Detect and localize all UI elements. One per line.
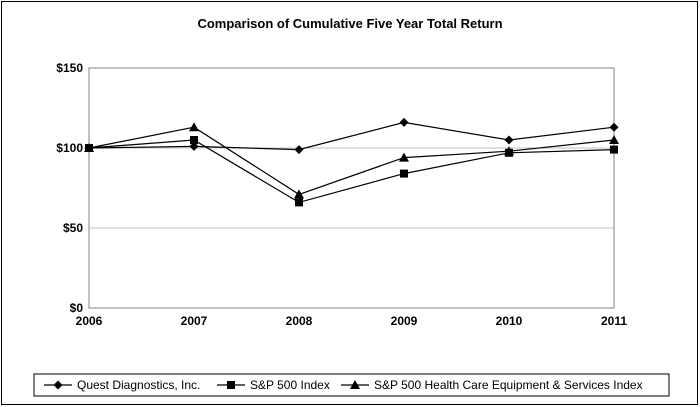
x-axis: 2006 2007 2008 2009 2010 2011 [76,314,628,328]
legend-item: Quest Diagnostics, Inc. [44,378,200,392]
data-point [190,136,198,144]
series-triangle [84,122,619,199]
x-tick-label: 2008 [286,314,313,328]
x-tick-label: 2011 [601,314,627,328]
y-tick-label: $100 [56,141,83,155]
data-point [294,145,304,155]
data-point [504,135,514,145]
x-tick-label: 2010 [496,314,523,328]
data-point [399,152,409,162]
data-point [189,141,199,151]
x-tick-label: 2007 [181,314,208,328]
y-tick-label: $0 [70,301,84,315]
data-point [609,135,619,144]
x-tick-label: 2009 [391,314,418,328]
data-point [294,189,304,199]
y-tick-label: $50 [63,221,83,235]
legend-item: S&P 500 Health Care Equipment & Services… [341,378,643,392]
legend-marker [53,380,63,390]
legend-marker [227,381,235,389]
series-line [88,126,615,196]
data-point [295,198,303,207]
x-tick-label: 2006 [76,314,103,328]
y-tick-label: $150 [56,61,83,75]
data-point [84,143,94,152]
y-axis: $0 $50 $100 $150 [56,61,83,315]
data-point [504,146,514,156]
legend-label: Quest Diagnostics, Inc. [77,378,200,392]
series-line [88,139,615,204]
gridlines [89,147,614,229]
data-point [400,169,408,178]
chart-title: Comparison of Cumulative Five Year Total… [197,16,502,31]
legend-item: S&P 500 Index [217,378,330,392]
legend-label: S&P 500 Health Care Equipment & Services… [374,378,643,392]
data-point [189,122,199,132]
legend: Quest Diagnostics, Inc. S&P 500 Index S&P … [44,378,643,392]
series-layer [84,117,619,207]
series-line [88,121,615,151]
data-point [609,122,619,132]
legend-label: S&P 500 Index [250,378,330,392]
data-point [399,117,409,127]
data-point [610,145,618,154]
legend-marker [350,380,360,389]
